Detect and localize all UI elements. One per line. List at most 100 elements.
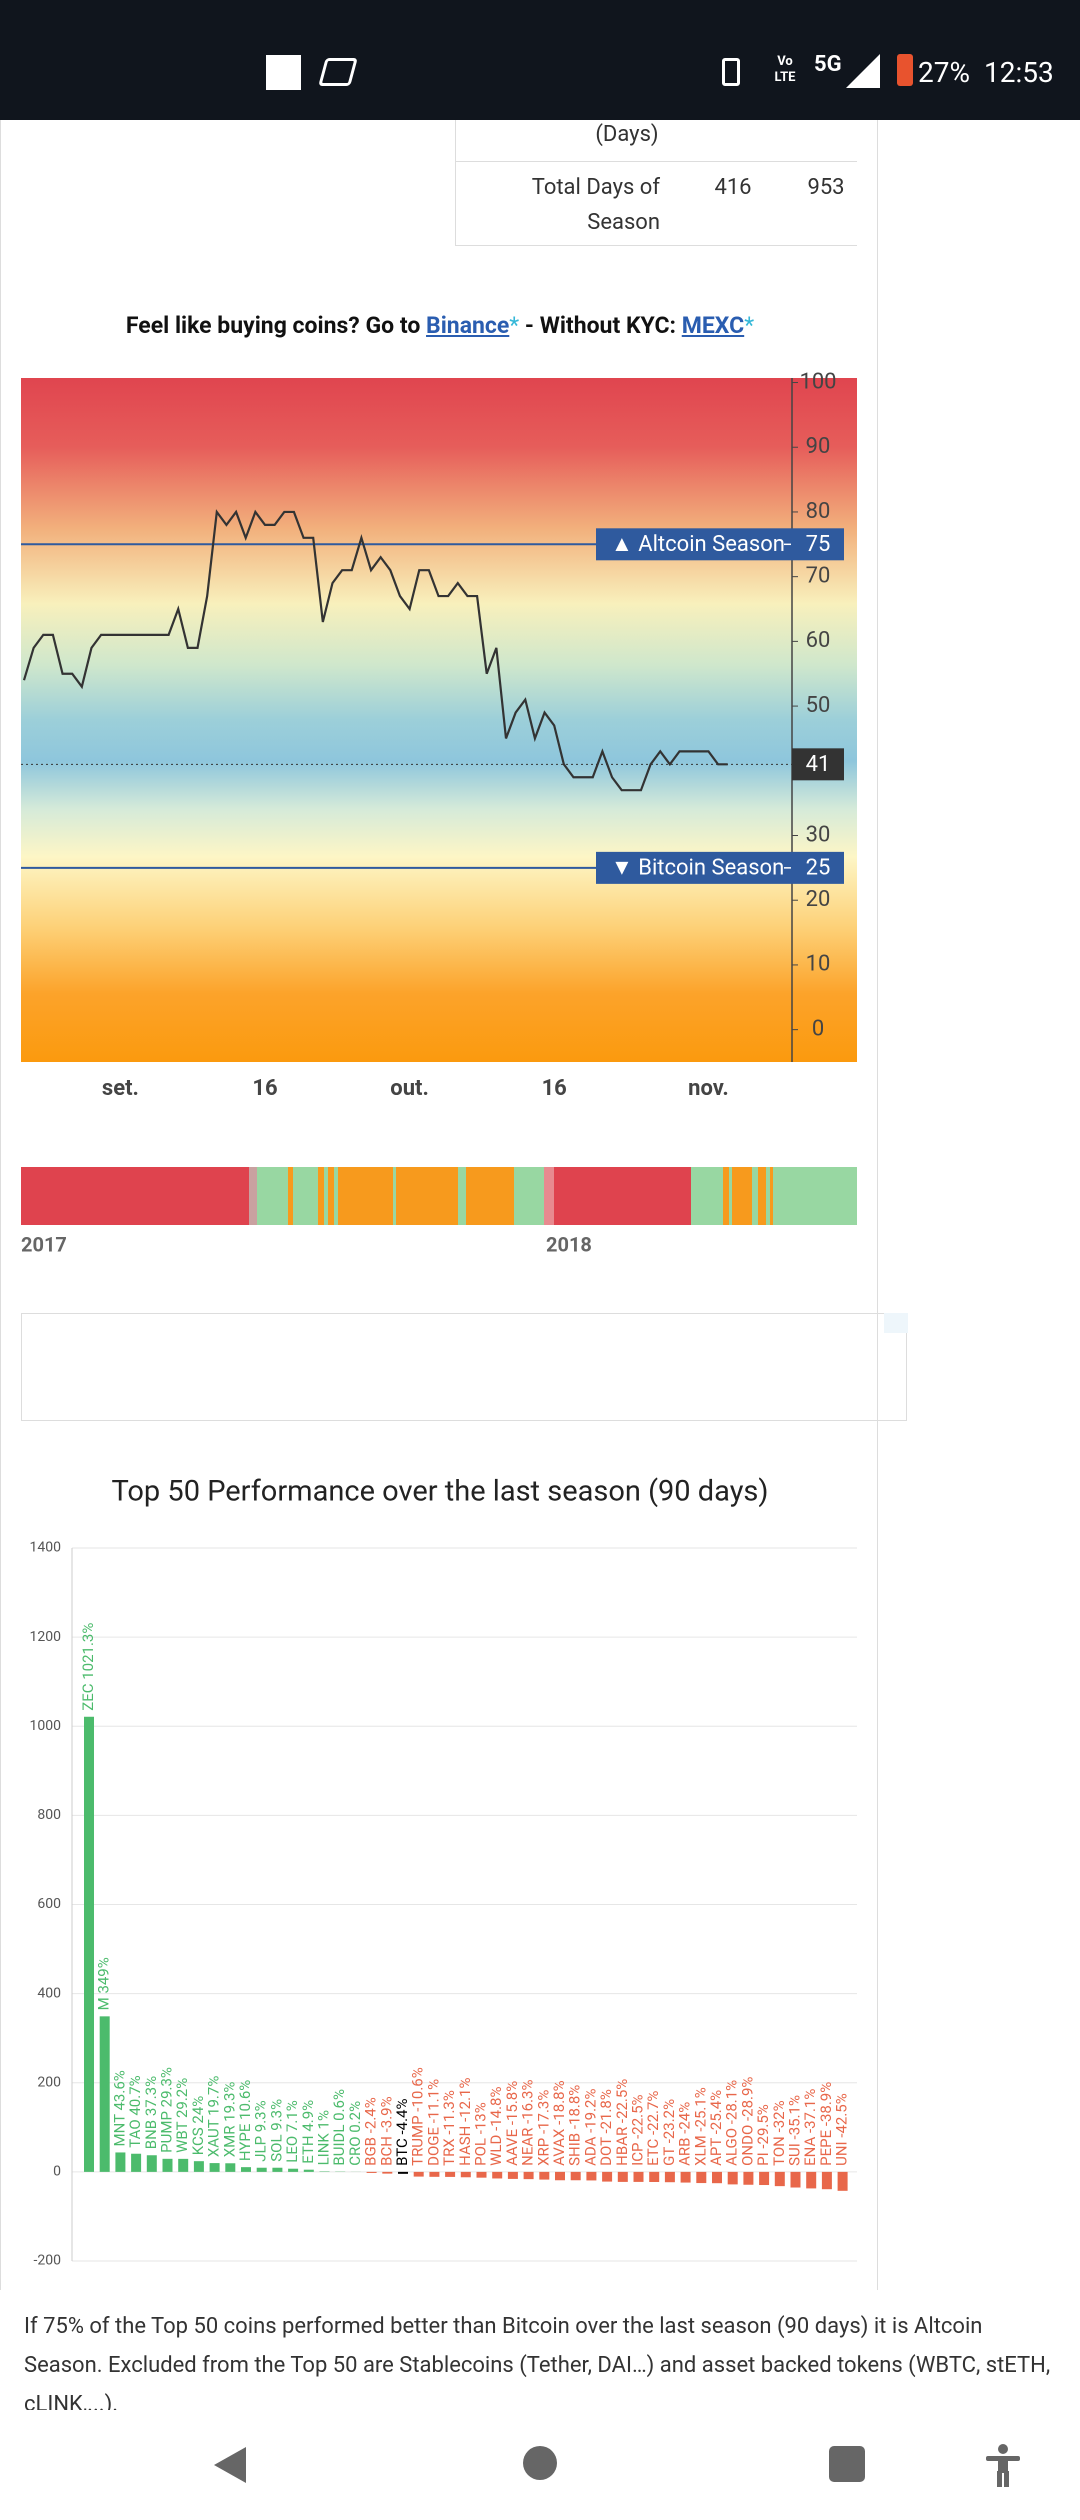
bar-label: PUMP 29.3% xyxy=(157,2067,175,2153)
ad-slot[interactable] xyxy=(21,1313,907,1421)
y-tick-label: 60 xyxy=(806,628,831,653)
bar-label: XMR 19.3% xyxy=(220,2082,238,2158)
bar-label: BTC -4.4% xyxy=(393,2099,411,2166)
bar xyxy=(696,2171,707,2184)
bar xyxy=(539,2171,550,2180)
table-cell: (Days) xyxy=(595,122,659,147)
binance-link[interactable]: Binance xyxy=(426,312,510,339)
bar xyxy=(99,2016,110,2172)
back-button[interactable] xyxy=(210,2445,250,2485)
bar-label: TRX -11.3% xyxy=(440,2090,458,2166)
bar xyxy=(382,2171,393,2174)
bar xyxy=(398,2171,408,2174)
bar-label: ETH 4.9% xyxy=(299,2100,317,2164)
promo-text: - Without KYC: xyxy=(519,312,682,339)
bar xyxy=(131,2153,142,2172)
bar-label: LINK 1% xyxy=(314,2110,332,2165)
bar xyxy=(680,2171,691,2183)
bar-label: LEO 7.1% xyxy=(283,2100,301,2162)
x-tick-label: nov. xyxy=(688,1076,729,1101)
y-tick-label: 1200 xyxy=(30,1629,62,1645)
bar xyxy=(790,2171,801,2188)
bar-label: M 349% xyxy=(95,1957,113,2010)
bar xyxy=(241,2167,251,2172)
bar-label: APT -25.4% xyxy=(707,2090,725,2166)
battery-icon xyxy=(897,54,913,86)
notification-icon xyxy=(266,55,301,90)
current-box xyxy=(792,748,844,781)
y-tick-label: 0 xyxy=(53,2164,61,2180)
y-tick-label: 90 xyxy=(806,434,831,459)
bar-label: AAVE -15.8% xyxy=(503,2081,521,2166)
table-border xyxy=(455,245,857,246)
bar xyxy=(366,2171,377,2173)
y-tick-label: 400 xyxy=(37,1985,61,2001)
bar-label: XLM -25.1% xyxy=(691,2087,709,2166)
bar-label: BUIDL 0.6% xyxy=(330,2089,348,2166)
bar-label: SOL 9.3% xyxy=(267,2099,285,2162)
bar xyxy=(712,2171,722,2184)
bar xyxy=(303,2169,314,2172)
bar-label: SUI -35.1% xyxy=(785,2095,803,2166)
y-tick-label: 200 xyxy=(37,2074,61,2090)
vibrate-icon xyxy=(722,58,740,86)
bar xyxy=(476,2171,487,2178)
bar-label: ICP -22.5% xyxy=(628,2094,646,2165)
container-border xyxy=(0,120,1,2290)
bar xyxy=(806,2171,817,2189)
bar xyxy=(664,2171,675,2183)
bar xyxy=(837,2171,848,2191)
bar-label: HYPE 10.6% xyxy=(236,2080,254,2161)
nav-bar xyxy=(0,2410,1080,2520)
bar xyxy=(460,2171,471,2178)
bar-label: JLP 9.3% xyxy=(252,2100,270,2161)
bar-label: NEAR -16.3% xyxy=(519,2080,537,2166)
bar xyxy=(774,2171,785,2187)
accessibility-button[interactable] xyxy=(983,2443,1023,2487)
signal-icon xyxy=(846,54,880,88)
bar-label: WLD -14.8% xyxy=(487,2087,505,2166)
bar-label: MNT 43.6% xyxy=(110,2070,128,2146)
table-cell: 416 xyxy=(714,175,752,200)
recents-button[interactable] xyxy=(829,2446,865,2482)
battery-level: 27% xyxy=(918,56,970,89)
bar xyxy=(178,2158,189,2172)
chart-title: Top 50 Performance over the last season … xyxy=(111,1475,768,1509)
volte: Vo LTE xyxy=(774,54,796,85)
mexc-link[interactable]: MEXC xyxy=(681,312,745,339)
home-button[interactable] xyxy=(523,2446,557,2480)
bar xyxy=(256,2167,267,2172)
bar xyxy=(288,2168,299,2172)
bar xyxy=(193,2161,204,2172)
bar xyxy=(821,2171,832,2190)
bar-label: DOGE -11.1% xyxy=(424,2079,442,2166)
bar xyxy=(413,2171,424,2177)
bar-label: AVAX -18.8% xyxy=(550,2080,568,2165)
timeline-label: 2017 xyxy=(21,1232,67,1256)
ad-choices-icon[interactable] xyxy=(884,1313,908,1333)
bar-label: UNI -42.5% xyxy=(833,2093,851,2166)
season-label-box xyxy=(596,851,844,884)
bar xyxy=(84,1716,94,2172)
x-tick-label: set. xyxy=(102,1076,139,1101)
promo-text: Feel like buying coins? Go to xyxy=(125,312,427,339)
chart-background xyxy=(21,378,857,1062)
y-tick-label: 1000 xyxy=(30,1718,62,1734)
index-line xyxy=(22,509,728,792)
bar xyxy=(743,2171,754,2185)
season-label-box xyxy=(596,528,844,561)
bar-label: GT -23.2% xyxy=(660,2099,678,2166)
bar-label: ZEC 1021.3% xyxy=(79,1623,97,1711)
container-border xyxy=(877,120,878,2290)
bar xyxy=(727,2171,738,2185)
bar xyxy=(272,2167,283,2172)
bar-label: TRUMP -10.6% xyxy=(409,2067,427,2166)
network: 5G xyxy=(814,52,842,77)
bar-label: POL -13% xyxy=(471,2102,489,2166)
season-label: ▲ Altcoin Season xyxy=(611,532,785,557)
bar xyxy=(633,2171,644,2182)
bar xyxy=(586,2171,597,2181)
bar xyxy=(617,2171,628,2182)
y-tick-label: 50 xyxy=(806,693,831,718)
